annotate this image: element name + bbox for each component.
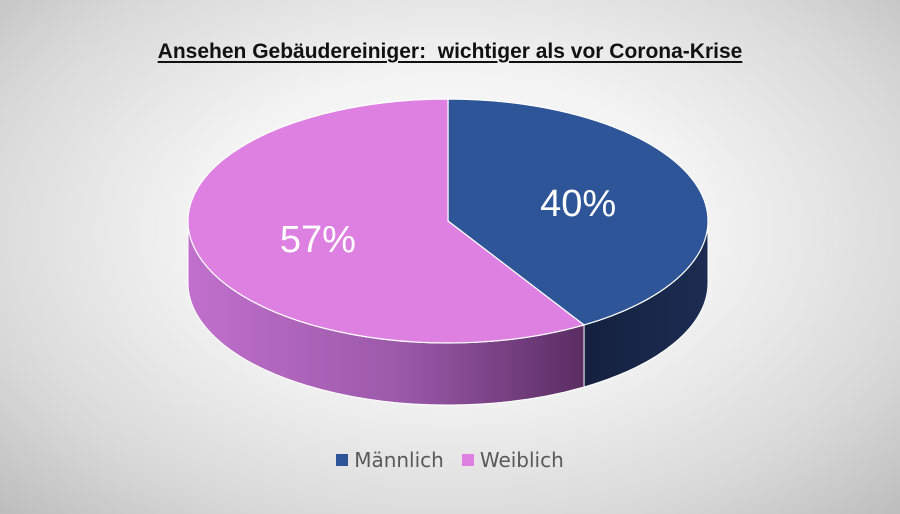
- legend-label-maennlich: Männlich: [354, 448, 444, 472]
- pie-top-layer: [187, 98, 709, 344]
- chart-title-text: Ansehen Gebäudereiniger: wichtiger als v…: [157, 40, 743, 63]
- chart-title: Ansehen Gebäudereiniger: wichtiger als v…: [0, 40, 900, 64]
- legend-item-weiblich: Weiblich: [461, 448, 564, 472]
- data-label-weiblich: 57%: [280, 219, 356, 261]
- pie-slice-männlich: [447, 98, 709, 326]
- chart-legend: Männlich Weiblich: [0, 448, 900, 472]
- legend-label-weiblich: Weiblich: [479, 448, 564, 472]
- pie-slice-weiblich: [187, 98, 586, 344]
- pie-label-layer: 40% 57%: [280, 183, 616, 261]
- data-label-männlich: 40%: [540, 183, 616, 225]
- legend-swatch-maennlich: [336, 454, 349, 466]
- legend-item-maennlich: Männlich: [336, 448, 444, 472]
- legend-swatch-weiblich: [461, 454, 474, 466]
